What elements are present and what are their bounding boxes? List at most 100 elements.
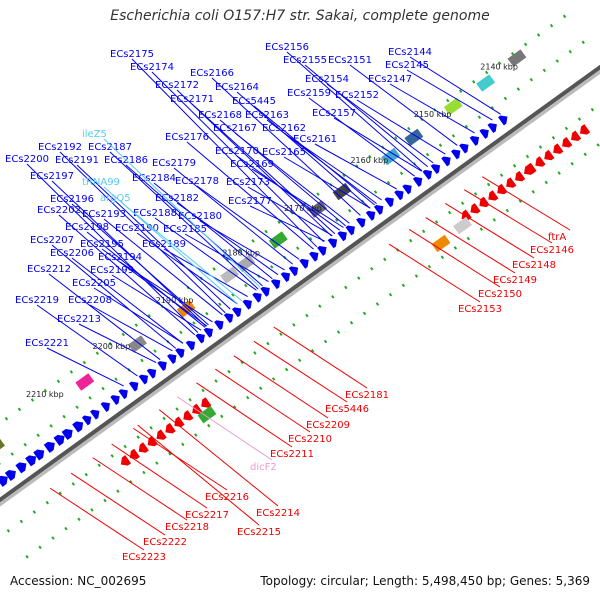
feature-block	[75, 373, 95, 391]
forward-gene-label-leader	[103, 218, 223, 316]
accession-text: Accession: NC_002695	[10, 574, 147, 588]
feature-block	[236, 254, 256, 273]
forward-gene-label: ECs2162	[262, 123, 306, 134]
forward-gene-label: ECs2194	[98, 252, 142, 263]
reverse-gene-label-leader	[425, 217, 516, 274]
forward-gene-arrow	[185, 340, 196, 351]
feature-block	[507, 49, 527, 67]
reverse-gene-label-leader	[49, 487, 145, 551]
feature-block	[453, 216, 473, 235]
forward-gene-label: ECs2147	[368, 74, 412, 85]
forward-gene-arrow	[384, 197, 394, 208]
forward-gene-arrow	[110, 395, 120, 405]
forward-gene-arrow	[138, 374, 149, 385]
forward-gene-arrow	[223, 313, 234, 324]
reverse-gene-arrow	[174, 416, 185, 427]
forward-gene-label-leader	[125, 164, 263, 287]
forward-gene-label: ECs2176	[165, 132, 209, 143]
forward-gene-arrow	[33, 449, 45, 461]
forward-gene-label: ECs2187	[88, 142, 132, 153]
reverse-gene-arrow	[138, 442, 149, 453]
forward-gene-label-leader	[176, 202, 279, 276]
forward-gene-label-leader	[46, 347, 124, 387]
forward-gene-label: ECs2196	[50, 194, 94, 205]
forward-gene-label: ECs2156	[265, 42, 309, 53]
reverse-gene-arrow	[470, 203, 481, 214]
forward-gene-arrow	[402, 184, 412, 195]
forward-gene-label: ECs2205	[72, 278, 116, 289]
reverse-gene-label: ECs2211	[270, 449, 314, 460]
forward-gene-arrow	[128, 381, 139, 392]
forward-gene-label: ECs2178	[175, 176, 219, 187]
forward-gene-arrow	[231, 307, 242, 318]
forward-gene-label-leader	[326, 83, 434, 164]
reverse-gene-arrow	[129, 448, 140, 460]
forward-gene-label-leader	[186, 141, 314, 250]
forward-gene-label: ECs2174	[130, 62, 174, 73]
forward-gene-label: ECs2165	[262, 147, 306, 158]
forward-gene-label: ECs2199	[90, 265, 134, 276]
forward-gene-label: ECs5445	[232, 96, 276, 107]
reverse-gene-label: ECs2181	[345, 390, 389, 401]
reverse-gene-label-leader	[408, 229, 501, 288]
forward-gene-label: ECs2213	[57, 314, 101, 325]
scale-label: 2210 kbp	[26, 390, 64, 399]
pseudo-gene-label-leader	[176, 396, 273, 461]
forward-gene-label: ECs2175	[110, 49, 154, 60]
feature-block	[404, 128, 424, 147]
reverse-gene-label: ECs2149	[493, 275, 537, 286]
forward-gene-label: ECs2155	[283, 55, 327, 66]
forward-gene-label: ECs2173	[226, 177, 270, 188]
forward-gene-label: ECs2202	[37, 205, 81, 216]
forward-gene-label-leader	[58, 214, 196, 336]
forward-gene-arrow	[146, 368, 157, 379]
forward-gene-arrow	[203, 327, 213, 338]
forward-gene-arrow	[356, 217, 366, 228]
forward-gene-arrow	[288, 266, 299, 277]
reverse-gene-label: ECs2215	[237, 527, 281, 538]
reverse-gene-label: ftrA	[548, 232, 566, 243]
forward-gene-label: ECs2161	[293, 134, 337, 145]
forward-gene-arrow	[195, 333, 205, 344]
forward-gene-label: ECs2144	[388, 47, 432, 58]
forward-gene-label: ECs2193	[82, 209, 126, 220]
scale-label: 2180 kbp	[222, 248, 260, 257]
forward-gene-label-leader	[349, 64, 458, 146]
reverse-gene-label: ECs2209	[306, 420, 350, 431]
reverse-gene-label-leader	[482, 176, 571, 231]
forward-gene-label: ECs2151	[328, 55, 372, 66]
forward-gene-label: ECs2189	[142, 239, 186, 250]
forward-gene-arrow	[450, 149, 461, 160]
forward-gene-arrow	[0, 475, 8, 487]
forward-gene-arrow	[317, 245, 327, 256]
reverse-gene-label: ECs5446	[325, 404, 369, 415]
rna-gene-label: ileZ5	[82, 129, 107, 140]
forward-gene-label: ECs2157	[312, 108, 356, 119]
genome-summary-text: Topology: circular; Length: 5,498,450 bp…	[260, 574, 590, 588]
forward-gene-label: ECs2171	[170, 94, 214, 105]
forward-gene-label-leader	[191, 103, 336, 235]
forward-gene-label-leader	[86, 231, 206, 328]
forward-gene-label-leader	[199, 220, 285, 271]
forward-gene-arrow	[327, 238, 338, 249]
forward-gene-label: ECs2180	[178, 211, 222, 222]
forward-gene-arrow	[373, 205, 384, 215]
feature-block	[0, 437, 5, 456]
reverse-gene-label: ECs2218	[165, 522, 209, 533]
reverse-gene-arrow	[120, 455, 132, 466]
forward-gene-arrow	[43, 441, 55, 453]
forward-gene-label: ECs2221	[25, 338, 69, 349]
forward-gene-arrow	[118, 389, 128, 400]
forward-gene-label-leader	[119, 261, 213, 323]
reverse-gene-label-leader	[196, 382, 293, 448]
forward-gene-arrow	[53, 434, 65, 446]
reverse-gene-label: ECs2153	[458, 304, 502, 315]
forward-gene-arrow	[487, 123, 497, 134]
forward-gene-arrow	[337, 231, 347, 242]
feature-block	[443, 97, 463, 116]
forward-gene-label: ECs2154	[305, 74, 349, 85]
forward-gene-label: ECs2190	[115, 223, 159, 234]
forward-gene-label: ECs2168	[198, 110, 242, 121]
map-title: Escherichia coli O157:H7 str. Sakai, com…	[110, 8, 490, 24]
forward-gene-arrow	[4, 469, 16, 481]
